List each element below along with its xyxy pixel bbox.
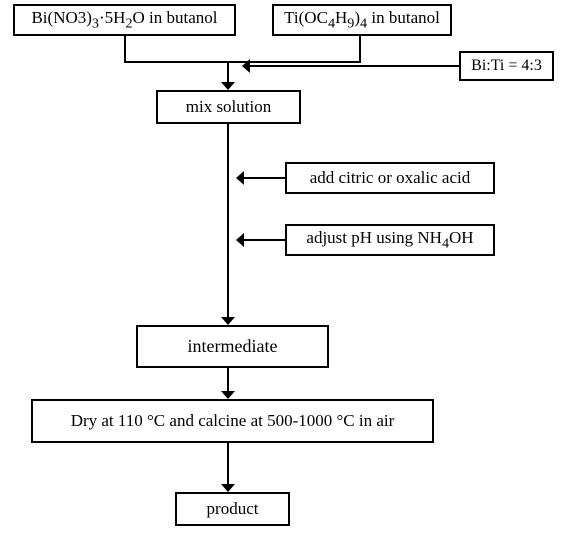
label-intermediate: intermediate <box>188 336 278 357</box>
flowchart-connectors <box>0 0 564 541</box>
label-dry: Dry at 110 °C and calcine at 500-1000 °C… <box>71 411 395 431</box>
label-acid: add citric or oxalic acid <box>310 168 470 188</box>
box-intermediate: intermediate <box>136 325 329 368</box>
label-reagent2: Ti(OC4H9)4 in butanol <box>284 8 440 32</box>
box-product: product <box>175 492 290 526</box>
box-acid: add citric or oxalic acid <box>285 162 495 194</box>
label-reagent1: Bi(NO3)3·5H2O in butanol <box>31 8 217 32</box>
box-reagent2: Ti(OC4H9)4 in butanol <box>272 4 452 36</box>
box-mix: mix solution <box>156 90 301 124</box>
box-ph: adjust pH using NH4OH <box>285 224 495 256</box>
box-ratio: Bi:Ti = 4:3 <box>459 51 554 81</box>
box-reagent1: Bi(NO3)3·5H2O in butanol <box>13 4 236 36</box>
label-mix: mix solution <box>186 97 271 117</box>
label-ratio: Bi:Ti = 4:3 <box>471 57 542 75</box>
label-ph: adjust pH using NH4OH <box>306 228 473 252</box>
label-product: product <box>207 499 259 519</box>
box-dry: Dry at 110 °C and calcine at 500-1000 °C… <box>31 399 434 443</box>
